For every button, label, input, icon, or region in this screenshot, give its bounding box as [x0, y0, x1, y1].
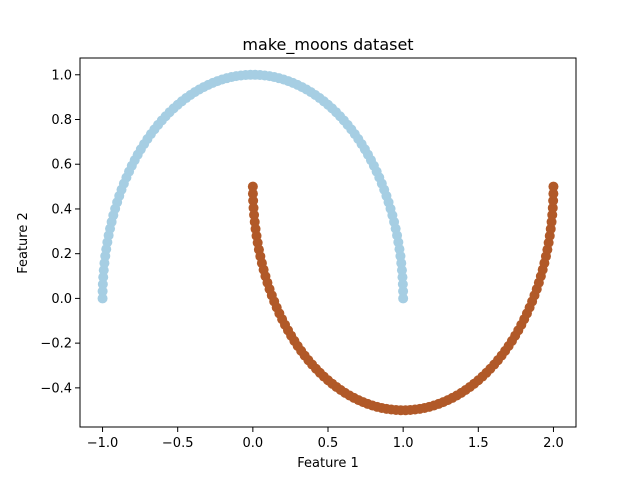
moon-1-point — [398, 293, 409, 304]
y-tick-label: −0.4 — [40, 381, 72, 396]
y-tick-label: −0.2 — [40, 337, 72, 352]
x-tick-label: 1.0 — [393, 436, 414, 451]
x-tick-label: −1.0 — [87, 436, 119, 451]
moon-1-point — [97, 286, 108, 297]
data-marks — [97, 69, 559, 416]
y-axis-label: Feature 2 — [16, 212, 31, 274]
moon-1-point — [97, 279, 108, 290]
moon-2-point — [248, 195, 259, 206]
y-tick-label: 0.8 — [51, 113, 72, 128]
moon-2-point — [247, 188, 258, 199]
x-tick-label: −0.5 — [162, 436, 194, 451]
moon-1-point — [397, 279, 408, 290]
moon-2-point — [247, 181, 258, 192]
x-axis-label: Feature 1 — [297, 456, 359, 471]
moon-1-point — [97, 293, 108, 304]
chart-title: make_moons dataset — [242, 35, 413, 55]
x-tick-label: 0.5 — [318, 436, 339, 451]
x-tick-label: 0.0 — [243, 436, 264, 451]
moon-1-point — [398, 286, 409, 297]
y-tick-label: 0.4 — [51, 202, 72, 217]
y-tick-label: 1.0 — [51, 68, 72, 83]
moon-2-point — [548, 181, 559, 192]
x-tick-label: 2.0 — [543, 436, 564, 451]
moon-1-point — [98, 272, 109, 283]
y-tick-label: 0.6 — [51, 158, 72, 173]
moon-2-point — [548, 195, 559, 206]
y-tick-label: 0.0 — [51, 292, 72, 307]
x-axis: −1.0 −0.5 0.0 0.5 1.0 1.5 2.0 — [87, 427, 564, 451]
moon-2-point — [548, 188, 559, 199]
y-axis: −0.4 −0.2 0.0 0.2 0.4 0.6 0.8 1.0 — [40, 68, 80, 396]
moon-2-point — [547, 202, 558, 213]
y-tick-label: 0.2 — [51, 247, 72, 262]
x-tick-label: 1.5 — [468, 436, 489, 451]
